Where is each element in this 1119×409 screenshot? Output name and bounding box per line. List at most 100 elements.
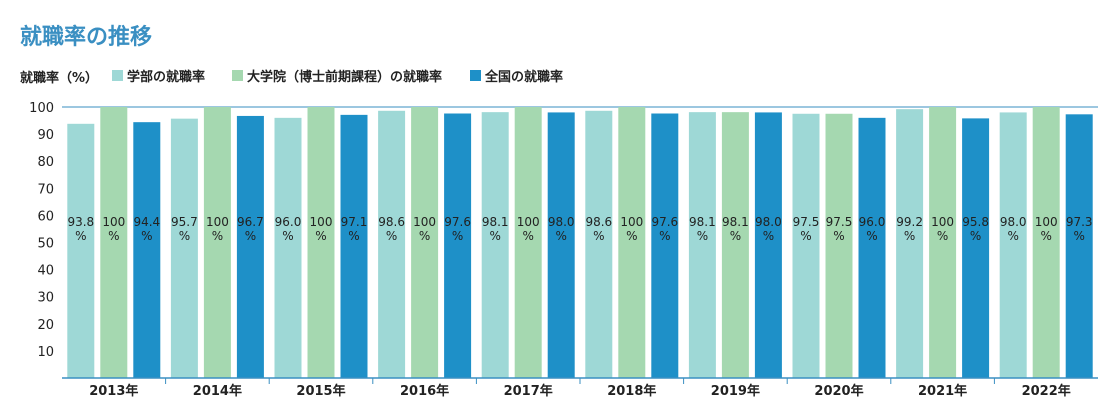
bar bbox=[378, 110, 406, 378]
y-tick-label: 90 bbox=[37, 128, 54, 143]
bar-value-label: 95.7 bbox=[171, 215, 198, 229]
bar-group-2021年: 99.2%100%95.8% bbox=[896, 107, 990, 378]
y-tick-label: 70 bbox=[37, 182, 54, 197]
bar-value-unit: % bbox=[75, 229, 86, 243]
bar-value-label: 97.5 bbox=[826, 215, 853, 229]
bar-group-2022年: 98.0%100%97.3% bbox=[999, 107, 1093, 379]
bar-value-unit: % bbox=[245, 229, 256, 243]
bar-group-2015年: 96.0%100%97.1% bbox=[274, 107, 368, 378]
bar bbox=[170, 118, 198, 378]
bar bbox=[962, 118, 990, 378]
bar-value-label: 98.1 bbox=[482, 215, 509, 229]
bar-value-label: 94.4 bbox=[133, 215, 160, 229]
bar-value-label: 98.1 bbox=[722, 215, 749, 229]
bar bbox=[203, 107, 231, 378]
bar-value-label: 98.0 bbox=[1000, 215, 1027, 229]
x-tick-label: 2014年 bbox=[193, 383, 242, 399]
y-tick-label: 40 bbox=[37, 264, 54, 279]
bar-value-label: 100 bbox=[206, 215, 229, 229]
bar bbox=[274, 117, 302, 378]
bar-value-unit: % bbox=[489, 229, 500, 243]
legend-item-1: 学部の就職率 bbox=[112, 69, 205, 85]
bar-value-label: 96.0 bbox=[275, 215, 302, 229]
x-axis: 2013年 2014年 2015年 2016年 2017年 2018年 2019年 2020年… bbox=[62, 377, 1098, 399]
x-tick-label: 2022年 bbox=[1022, 383, 1071, 399]
bar-value-unit: % bbox=[315, 229, 326, 243]
bar-value-label: 97.6 bbox=[651, 215, 678, 229]
y-tick-label: 80 bbox=[37, 155, 54, 170]
bar-value-unit: % bbox=[833, 229, 844, 243]
bar-value-unit: % bbox=[697, 229, 708, 243]
bar bbox=[896, 109, 924, 378]
bar bbox=[721, 112, 749, 379]
legend-label: 学部の就職率 bbox=[127, 69, 205, 85]
legend-swatch bbox=[232, 70, 243, 81]
legend-label: 大学院（博士前期課程）の就職率 bbox=[247, 69, 442, 85]
x-tick-label: 2021年 bbox=[918, 383, 967, 399]
bar bbox=[651, 113, 679, 378]
bar-value-label: 97.1 bbox=[341, 215, 368, 229]
bar bbox=[514, 107, 542, 378]
y-tick-label: 30 bbox=[37, 291, 54, 306]
bar-value-unit: % bbox=[800, 229, 811, 243]
bar-value-unit: % bbox=[1040, 229, 1051, 243]
bar-value-label: 98.0 bbox=[548, 215, 575, 229]
bar-value-unit: % bbox=[937, 229, 948, 243]
bar bbox=[133, 122, 161, 379]
bar-value-unit: % bbox=[904, 229, 915, 243]
bar-value-label: 100 bbox=[1035, 215, 1058, 229]
bar bbox=[100, 107, 128, 378]
bar-group-2013年: 93.8%100%94.4% bbox=[67, 107, 161, 379]
bar bbox=[340, 114, 368, 378]
y-tick-label: 60 bbox=[37, 209, 54, 224]
x-tick-label: 2013年 bbox=[89, 383, 138, 399]
bar-value-label: 97.3 bbox=[1066, 215, 1093, 229]
x-tick-label: 2015年 bbox=[296, 383, 345, 399]
bar-value-label: 98.6 bbox=[585, 215, 612, 229]
bar-value-unit: % bbox=[386, 229, 397, 243]
bar bbox=[618, 107, 646, 378]
bar-value-label: 100 bbox=[413, 215, 436, 229]
bar bbox=[444, 113, 472, 378]
bar-value-unit: % bbox=[141, 229, 152, 243]
legend-label: 全国の就職率 bbox=[484, 69, 563, 85]
bar-value-unit: % bbox=[593, 229, 604, 243]
bar bbox=[999, 112, 1027, 379]
bar-value-unit: % bbox=[452, 229, 463, 243]
bar-value-unit: % bbox=[1007, 229, 1018, 243]
legend-swatch bbox=[112, 70, 123, 81]
bar bbox=[481, 112, 509, 379]
bar-value-unit: % bbox=[970, 229, 981, 243]
bar-value-label: 93.8 bbox=[67, 215, 94, 229]
bar-value-label: 100 bbox=[517, 215, 540, 229]
bar bbox=[792, 113, 820, 379]
bar-value-unit: % bbox=[555, 229, 566, 243]
bar bbox=[236, 115, 264, 379]
bar-value-label: 100 bbox=[620, 215, 643, 229]
legend-item-3: 全国の就職率 bbox=[470, 69, 563, 85]
bar-value-unit: % bbox=[659, 229, 670, 243]
x-tick-label: 2017年 bbox=[504, 383, 553, 399]
legend-swatch bbox=[470, 70, 481, 81]
bar-value-label: 98.0 bbox=[755, 215, 782, 229]
bar-value-unit: % bbox=[730, 229, 741, 243]
bar-value-unit: % bbox=[1073, 229, 1084, 243]
x-tick-label: 2018年 bbox=[607, 383, 656, 399]
bar-value-unit: % bbox=[763, 229, 774, 243]
bars: 93.8%100%94.4%95.7%100%96.7%96.0%100%97.… bbox=[67, 107, 1093, 379]
bar-value-label: 97.6 bbox=[444, 215, 471, 229]
bar-value-label: 100 bbox=[310, 215, 333, 229]
bar-value-unit: % bbox=[626, 229, 637, 243]
bar-group-2018年: 98.6%100%97.6% bbox=[585, 107, 679, 378]
bar-value-unit: % bbox=[866, 229, 877, 243]
bar bbox=[547, 112, 575, 379]
bar-value-label: 99.2 bbox=[896, 215, 923, 229]
bar bbox=[307, 107, 335, 378]
bar-value-label: 96.7 bbox=[237, 215, 264, 229]
y-tick-label: 50 bbox=[37, 237, 54, 252]
bar-group-2019年: 98.1%98.1%98.0% bbox=[688, 112, 782, 379]
bar bbox=[1065, 114, 1093, 378]
y-tick-label: 10 bbox=[37, 345, 54, 360]
bar bbox=[585, 110, 613, 378]
